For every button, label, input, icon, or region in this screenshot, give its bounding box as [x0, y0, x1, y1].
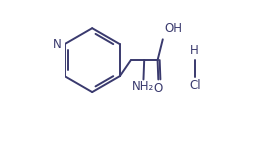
Text: O: O	[154, 82, 163, 95]
Text: Cl: Cl	[189, 80, 200, 92]
Text: NH₂: NH₂	[132, 80, 155, 93]
Text: H: H	[190, 44, 199, 57]
Text: OH: OH	[164, 22, 182, 35]
Text: N: N	[53, 38, 61, 51]
